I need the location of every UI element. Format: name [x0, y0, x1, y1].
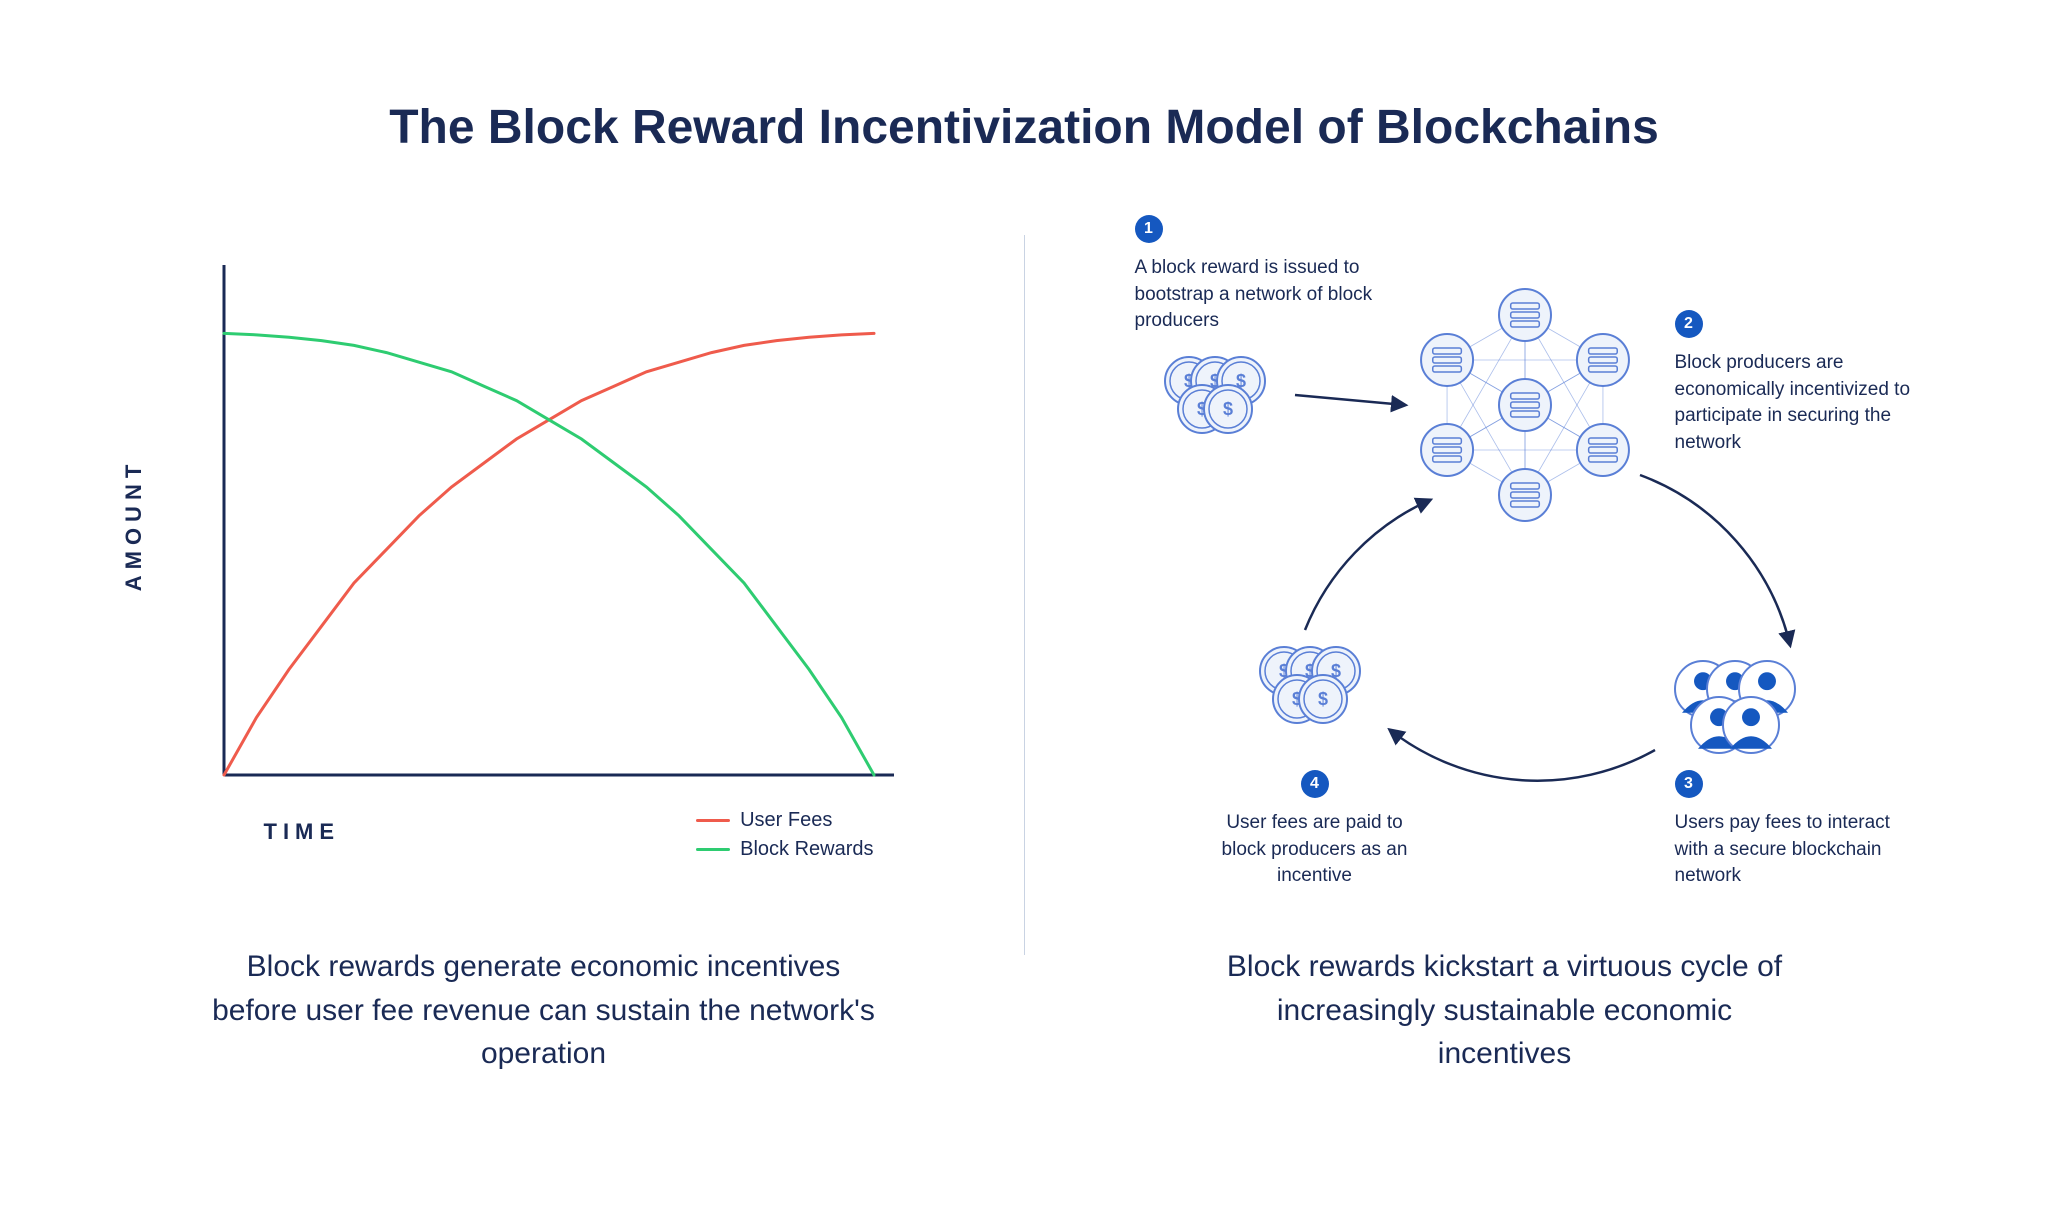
- y-axis-label: AMOUNT: [121, 459, 147, 592]
- left-caption: Block rewards generate economic incentiv…: [204, 945, 884, 1076]
- step-text: Block producers are economically incenti…: [1675, 350, 1935, 456]
- legend-swatch-block-rewards: [696, 848, 730, 851]
- left-panel: AMOUNT TIME User Fees Block Rewards Bloc…: [104, 215, 984, 1076]
- step-badge: 1: [1135, 215, 1163, 243]
- panel-divider: [1024, 235, 1025, 955]
- step-text: User fees are paid to block producers as…: [1205, 810, 1425, 890]
- chart-svg: [144, 215, 944, 835]
- step-badge: 3: [1675, 770, 1703, 798]
- cycle-step-3: 3 Users pay fees to interact with a secu…: [1675, 770, 1915, 890]
- legend-label: User Fees: [740, 809, 832, 832]
- x-axis-label: TIME: [264, 819, 341, 845]
- svg-text:$: $: [1222, 399, 1232, 419]
- legend-label: Block Rewards: [740, 838, 873, 861]
- chart-legend: User Fees Block Rewards: [696, 809, 873, 861]
- legend-swatch-user-fees: [696, 819, 730, 822]
- cycle-step-1: 1 A block reward is issued to bootstrap …: [1135, 215, 1395, 335]
- step-text: Users pay fees to interact with a secure…: [1675, 810, 1915, 890]
- right-caption: Block rewards kickstart a virtuous cycle…: [1225, 945, 1785, 1076]
- cycle-diagram: $$$$$$$$$$ 1 A block reward is issued to…: [1075, 215, 1935, 895]
- step-badge: 2: [1675, 310, 1703, 338]
- legend-item-block-rewards: Block Rewards: [696, 838, 873, 861]
- cycle-step-4: 4 User fees are paid to block producers …: [1205, 770, 1425, 890]
- legend-item-user-fees: User Fees: [696, 809, 873, 832]
- page: The Block Reward Incentivization Model o…: [0, 0, 2048, 1222]
- line-chart: AMOUNT TIME User Fees Block Rewards: [144, 215, 944, 835]
- right-panel: $$$$$$$$$$ 1 A block reward is issued to…: [1065, 215, 1945, 1076]
- cycle-step-2: 2 Block producers are economically incen…: [1675, 310, 1935, 456]
- page-title: The Block Reward Incentivization Model o…: [80, 100, 1968, 155]
- step-text: A block reward is issued to bootstrap a …: [1135, 255, 1395, 335]
- panels: AMOUNT TIME User Fees Block Rewards Bloc…: [80, 215, 1968, 1076]
- step-badge: 4: [1301, 770, 1329, 798]
- svg-text:$: $: [1317, 689, 1327, 709]
